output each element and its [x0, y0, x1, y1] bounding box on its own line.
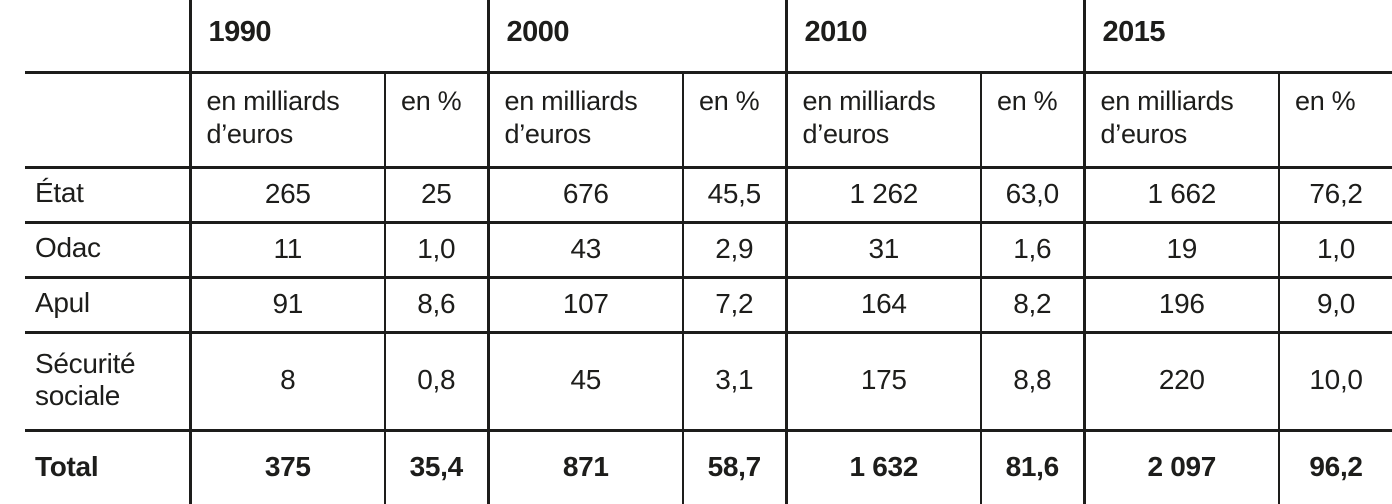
- table-cell: 31: [784, 222, 982, 279]
- table-cell: 871: [486, 430, 684, 504]
- table-row-total: Total 375 35,4 871 58,7 1 632 81,6 2 097…: [25, 430, 1392, 504]
- table-cell: 1,0: [383, 222, 489, 279]
- table-cell: 196: [1082, 277, 1280, 334]
- table-cell: 96,2: [1278, 430, 1392, 504]
- table-cell: 35,4: [383, 430, 489, 504]
- table-cell: 45,5: [682, 167, 787, 224]
- table-cell: 0,8: [383, 332, 489, 432]
- table-cell: 375: [188, 430, 385, 504]
- table-cell: 19: [1082, 222, 1280, 279]
- row-label: État: [25, 167, 190, 224]
- table-cell: 25: [383, 167, 489, 224]
- table-cell: 91: [188, 277, 385, 334]
- row-label: Sécurité sociale: [25, 332, 190, 432]
- table-cell: 8,6: [383, 277, 489, 334]
- table-cell: 175: [784, 332, 982, 432]
- table-cell: 8,2: [980, 277, 1085, 334]
- table-cell: 10,0: [1278, 332, 1392, 432]
- table-cell: 1 262: [784, 167, 982, 224]
- table-cell: 43: [486, 222, 684, 279]
- table-row: Sécurité sociale 8 0,8 45 3,1 175 8,8 22…: [25, 332, 1392, 432]
- table-cell: 7,2: [682, 277, 787, 334]
- table-cell: 1,0: [1278, 222, 1392, 279]
- year-header: 2000: [486, 0, 787, 74]
- table-row: Odac 11 1,0 43 2,9 31 1,6 19 1,0: [25, 222, 1392, 279]
- corner-cell: [25, 0, 190, 74]
- table-row: État 265 25 676 45,5 1 262 63,0 1 662 76…: [25, 167, 1392, 224]
- table-cell: 265: [188, 167, 385, 224]
- row-label: Apul: [25, 277, 190, 334]
- table-cell: 8: [188, 332, 385, 432]
- subheader-amount: en milliards d’euros: [1082, 72, 1280, 169]
- table-cell: 1 632: [784, 430, 982, 504]
- table-cell: 9,0: [1278, 277, 1392, 334]
- table-cell: 81,6: [980, 430, 1085, 504]
- table-cell: 63,0: [980, 167, 1085, 224]
- year-header-row: 1990 2000 2010 2015: [25, 0, 1392, 74]
- year-header: 1990: [188, 0, 489, 74]
- year-header: 2010: [784, 0, 1085, 74]
- table-row: Apul 91 8,6 107 7,2 164 8,2 196 9,0: [25, 277, 1392, 334]
- row-label: Odac: [25, 222, 190, 279]
- subheader-percent: en %: [1278, 72, 1392, 169]
- table-cell: 3,1: [682, 332, 787, 432]
- corner-cell: [25, 72, 190, 169]
- table-cell: 107: [486, 277, 684, 334]
- table-cell: 8,8: [980, 332, 1085, 432]
- table-cell: 164: [784, 277, 982, 334]
- table-cell: 76,2: [1278, 167, 1392, 224]
- subheader-amount: en milliards d’euros: [486, 72, 684, 169]
- table-cell: 676: [486, 167, 684, 224]
- subheader-amount: en milliards d’euros: [784, 72, 982, 169]
- table-cell: 2 097: [1082, 430, 1280, 504]
- table-cell: 220: [1082, 332, 1280, 432]
- subheader-percent: en %: [980, 72, 1085, 169]
- table-cell: 45: [486, 332, 684, 432]
- table-cell: 2,9: [682, 222, 787, 279]
- subheader-amount: en milliards d’euros: [188, 72, 385, 169]
- table-cell: 1,6: [980, 222, 1085, 279]
- table-cell: 11: [188, 222, 385, 279]
- row-label: Total: [35, 450, 99, 482]
- subheader-percent: en %: [383, 72, 489, 169]
- year-header: 2015: [1082, 0, 1392, 74]
- table-cell: 1 662: [1082, 167, 1280, 224]
- subheader-percent: en %: [682, 72, 787, 169]
- public-debt-table: 1990 2000 2010 2015 en milliards d’euros…: [25, 0, 1392, 504]
- subheader-row: en milliards d’euros en % en milliards d…: [25, 72, 1392, 169]
- table-cell: 58,7: [682, 430, 787, 504]
